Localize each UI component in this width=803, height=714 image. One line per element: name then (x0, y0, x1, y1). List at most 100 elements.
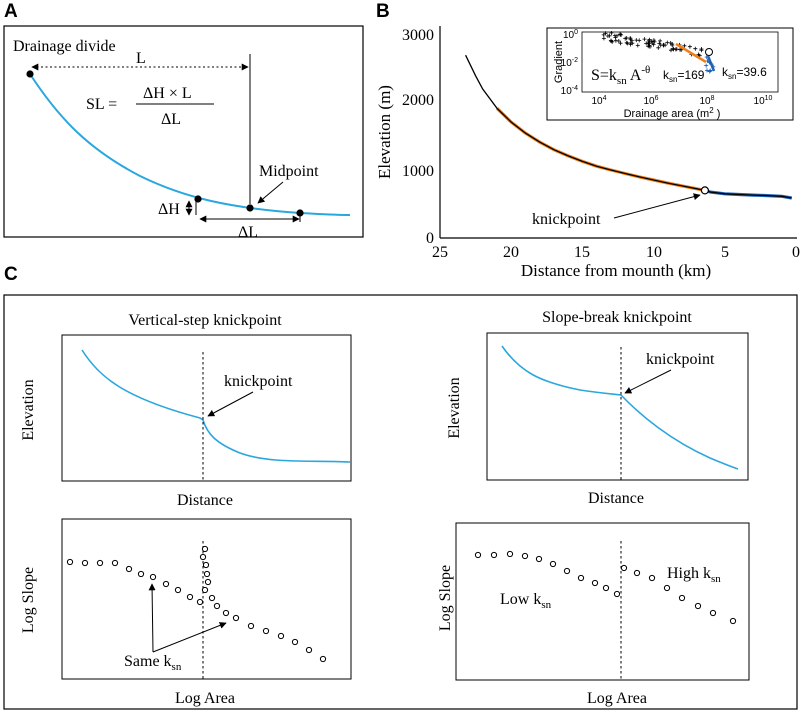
inset-scatter-point (693, 46, 698, 51)
panel-b-x-tick-10: 10 (646, 244, 662, 261)
inset-scatter-point (651, 38, 656, 43)
slope-area-point (709, 609, 717, 617)
slope-area-point (319, 655, 327, 663)
upper-point (194, 195, 202, 203)
slope-area-point (186, 593, 194, 601)
br-scatter-points (474, 550, 737, 625)
br-low-k-label: Low ksn (500, 591, 552, 611)
bl-same-k-arrow-right (152, 622, 227, 653)
inset-x-tick-6: 106 (643, 95, 658, 107)
tr-frame (486, 332, 749, 481)
inset-x-tick-10: 1010 (754, 95, 773, 107)
inset-scatter-point (609, 31, 614, 35)
right-title: Slope-break knickpoint (542, 309, 692, 326)
slope-area-point (201, 586, 209, 594)
inset-k-lower: ksn=39.6 (722, 65, 767, 81)
panel-b-y-tick-1000: 1000 (402, 163, 434, 180)
slope-area-point (125, 565, 133, 573)
vertical-step-elevation-plot: knickpoint Elevation Distance (20, 334, 352, 509)
bl-log-area-label: Log Area (175, 690, 235, 707)
slope-area-point (202, 561, 210, 569)
inset-scatter-point (669, 48, 673, 53)
inset-scatter-point (603, 31, 608, 36)
inset-y-label: Gradient (553, 41, 565, 83)
tl-distance-label: Distance (177, 492, 233, 509)
panel-c: C Vertical-step knickpoint Slope-break k… (3, 264, 798, 710)
tl-elevation-label: Elevation (20, 379, 37, 440)
midpoint-label: Midpoint (259, 163, 319, 180)
tl-profile-curve (81, 349, 351, 463)
panel-b: B Elevation (m) Distance from mounth (km… (375, 1, 800, 280)
inset-scatter-point (642, 37, 647, 42)
inset-x-tick-8: 108 (699, 95, 714, 107)
inset-y-tick-minus2: 10-2 (561, 57, 578, 69)
inset-knickpoint-marker (705, 48, 713, 56)
slope-area-point (602, 584, 610, 592)
inset-scatter-point (704, 63, 709, 68)
slope-area-point (222, 609, 230, 617)
slope-area-point (577, 574, 585, 582)
slope-area-point (208, 594, 216, 602)
panel-b-knickpoint-arrow (613, 193, 701, 219)
length-label: L (136, 50, 146, 67)
formula-lhs: SL = (86, 96, 117, 113)
inset-scatter-point (670, 43, 675, 48)
profile-line (465, 54, 792, 199)
panel-b-x-tick-5: 5 (721, 244, 729, 261)
bl-same-k-label: Same ksn (124, 653, 182, 673)
inset-scatter-point (624, 36, 629, 40)
midpoint-arrow (257, 181, 284, 204)
panel-b-knickpoint-label: knickpoint (532, 211, 601, 228)
panel-b-x-tick-25: 25 (432, 244, 448, 261)
panel-c-letter: C (4, 264, 18, 285)
br-high-k-label: High ksn (667, 565, 721, 585)
inset-scatter-point (618, 32, 622, 37)
slope-area-point (196, 598, 204, 606)
panel-c-frame (3, 294, 798, 710)
panel-a-letter: A (4, 1, 18, 22)
tr-knickpoint-label: knickpoint (646, 351, 715, 368)
panel-a-profile-curve (29, 73, 351, 216)
formula-denominator: ΔL (161, 111, 181, 128)
slope-area-point (663, 584, 671, 592)
inset-scatter-point (658, 38, 663, 43)
panel-b-letter: B (376, 1, 390, 22)
panel-b-y-tick-3000: 3000 (402, 27, 434, 44)
slope-area-point (633, 569, 641, 577)
slope-area-point (521, 552, 529, 560)
slope-area-point (232, 614, 240, 622)
inset-scatter-point (608, 38, 613, 43)
panel-b-x-label: Distance from mounth (km) (521, 261, 711, 280)
slope-area-point (137, 570, 145, 578)
drainage-divide-point (26, 70, 34, 78)
slope-area-point (613, 590, 621, 598)
slope-area-point (678, 594, 686, 602)
delta-l-label: ΔL (238, 224, 258, 241)
inset-scatter-point (647, 43, 652, 48)
slope-area-point (591, 579, 599, 587)
inset-scatter-point (699, 48, 704, 53)
upper-fit-line (495, 107, 706, 192)
tl-knickpoint-label: knickpoint (224, 373, 293, 390)
slope-area-point (694, 602, 702, 610)
slope-area-point (162, 580, 170, 588)
slope-area-point (277, 632, 285, 640)
inset-scatter-point (650, 41, 655, 46)
inset-scatter-point (678, 47, 682, 52)
inset-axes (581, 31, 779, 93)
slope-area-point (535, 555, 543, 563)
inset-scatter-point (628, 42, 633, 47)
left-title: Vertical-step knickpoint (128, 312, 282, 329)
inset-scatter-point (674, 47, 679, 52)
midpoint-marker (246, 204, 254, 212)
bl-frame (61, 518, 352, 680)
inset-scatter-point (657, 41, 662, 46)
bl-log-slope-label: Log Slope (20, 567, 37, 633)
inset-scatter-point (707, 69, 712, 74)
slope-area-point (490, 551, 498, 559)
inset-x-label: Drainage area (m2 ) (624, 106, 721, 120)
inset-scatter-point (628, 37, 633, 42)
slope-area-point (174, 586, 182, 594)
inset-scatter-point (607, 33, 612, 38)
